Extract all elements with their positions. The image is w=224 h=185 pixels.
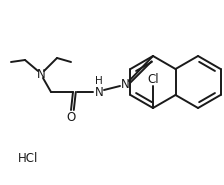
Text: HCl: HCl [18, 152, 38, 164]
Text: H: H [95, 76, 103, 86]
Text: N: N [37, 68, 45, 80]
Text: Cl: Cl [147, 73, 159, 85]
Text: N: N [95, 85, 103, 98]
Text: O: O [66, 110, 76, 124]
Text: N: N [121, 78, 129, 90]
